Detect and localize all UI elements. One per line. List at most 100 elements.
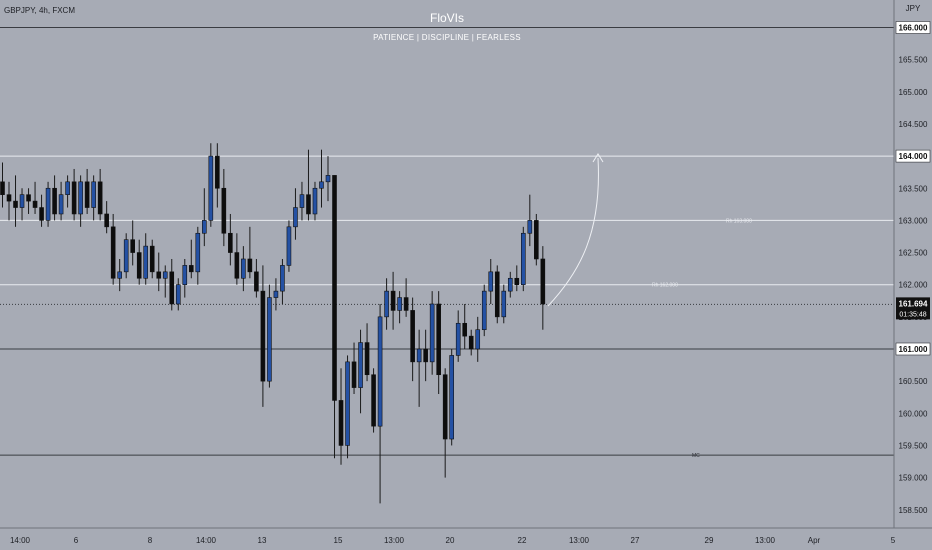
candle-body (534, 220, 539, 260)
candle[interactable] (273, 278, 279, 311)
symbol-label[interactable]: GBPJPY, 4h, FXCM (4, 6, 75, 15)
candle[interactable] (202, 188, 207, 247)
candle[interactable] (26, 188, 31, 214)
candle[interactable] (247, 226, 253, 279)
candle[interactable] (19, 188, 25, 221)
level-label: MC (692, 453, 700, 459)
candle-body (416, 348, 422, 363)
candle[interactable] (149, 239, 155, 279)
price-axis[interactable]: 166.000 165.500 165.000 164.500 164.000 163.5… (899, 24, 928, 515)
candle-body (514, 277, 520, 285)
candle[interactable] (481, 284, 487, 337)
candle[interactable] (110, 213, 116, 285)
candle[interactable] (371, 368, 376, 433)
candle[interactable] (416, 329, 422, 407)
candle[interactable] (345, 355, 350, 459)
candle[interactable] (442, 368, 448, 478)
candle[interactable] (286, 220, 292, 272)
candle[interactable] (494, 265, 500, 324)
candle[interactable] (0, 162, 5, 208)
candle[interactable] (117, 258, 122, 292)
candle[interactable] (143, 233, 149, 285)
candle[interactable] (13, 175, 18, 227)
candle[interactable] (527, 194, 533, 247)
candle[interactable] (104, 201, 109, 234)
candle[interactable] (299, 181, 305, 221)
candle[interactable] (306, 149, 311, 221)
candle-body (358, 342, 363, 388)
candle[interactable] (6, 181, 12, 221)
candle[interactable] (182, 258, 188, 298)
time-tick-label: 20 (446, 536, 455, 545)
candle[interactable] (45, 181, 51, 227)
candle[interactable] (423, 329, 428, 382)
candle[interactable] (221, 168, 227, 247)
candle[interactable] (436, 291, 441, 395)
candle[interactable] (162, 265, 168, 298)
candle[interactable] (403, 278, 409, 317)
candle[interactable] (169, 258, 175, 311)
candle-body (351, 361, 357, 388)
candle-countdown: 01:35:48 (899, 311, 926, 318)
candle[interactable] (364, 323, 370, 382)
candle[interactable] (514, 265, 520, 292)
candle[interactable] (377, 303, 383, 504)
candle[interactable] (501, 284, 507, 324)
candle-body (104, 213, 109, 228)
candle[interactable] (175, 278, 181, 311)
candle-body (286, 226, 292, 266)
candle[interactable] (462, 303, 468, 349)
candle-body (501, 290, 507, 318)
candle[interactable] (455, 310, 461, 362)
candle[interactable] (475, 316, 481, 362)
candle[interactable] (312, 181, 318, 221)
candle[interactable] (293, 188, 298, 240)
candle[interactable] (332, 175, 337, 459)
candle[interactable] (136, 239, 142, 285)
candle[interactable] (71, 168, 77, 221)
candle[interactable] (358, 329, 363, 414)
candle[interactable] (52, 175, 57, 221)
candle[interactable] (195, 226, 201, 285)
candle[interactable] (208, 143, 214, 227)
candle-body (442, 374, 448, 440)
candle[interactable] (58, 181, 64, 221)
candle[interactable] (351, 342, 357, 395)
candle[interactable] (241, 246, 246, 292)
candle[interactable] (267, 284, 272, 388)
candle[interactable] (234, 233, 240, 285)
candle[interactable] (78, 175, 83, 227)
candle[interactable] (488, 258, 494, 304)
candle[interactable] (39, 194, 44, 227)
candle[interactable] (338, 368, 344, 465)
candle[interactable] (32, 181, 38, 214)
candle[interactable] (188, 239, 194, 279)
candle-body (52, 187, 57, 215)
candle[interactable] (260, 265, 266, 407)
candle[interactable] (520, 226, 526, 292)
candle[interactable] (429, 291, 435, 375)
candle[interactable] (449, 349, 454, 446)
candle[interactable] (397, 291, 402, 324)
candle[interactable] (280, 258, 285, 304)
candle[interactable] (319, 149, 324, 208)
candle[interactable] (84, 168, 90, 214)
candle[interactable] (534, 213, 539, 266)
candle[interactable] (123, 233, 129, 279)
candle[interactable] (390, 271, 396, 330)
candle[interactable] (228, 213, 233, 266)
candle[interactable] (540, 246, 546, 330)
candle[interactable] (468, 329, 474, 356)
candle[interactable] (130, 220, 135, 266)
candle[interactable] (91, 175, 96, 221)
candle[interactable] (507, 271, 513, 298)
candle[interactable] (325, 156, 331, 202)
candle[interactable] (384, 278, 389, 330)
candle[interactable] (254, 258, 259, 298)
candle[interactable] (97, 168, 103, 221)
time-axis[interactable]: 14:00 6 8 14:00 13 15 13:00 20 22 13:00 27 29 13:00 A… (10, 536, 896, 545)
candle[interactable] (215, 143, 220, 208)
candle[interactable] (156, 252, 162, 292)
candle[interactable] (65, 175, 70, 208)
candle[interactable] (410, 297, 415, 382)
